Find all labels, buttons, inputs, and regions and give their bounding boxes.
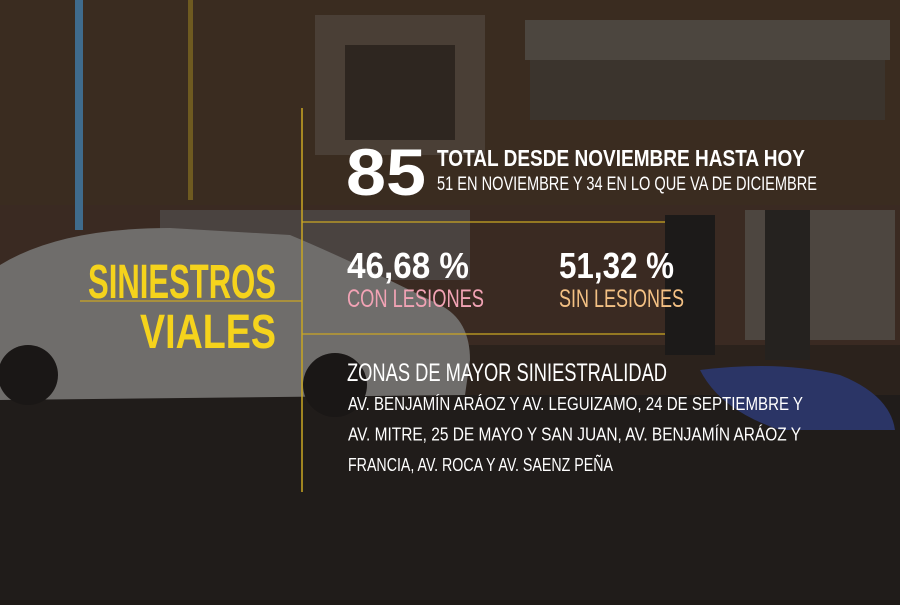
divider-lines (80, 108, 665, 492)
share-value: 51,32 % (559, 245, 674, 286)
zones-heading: ZONAS DE MAYOR SINIESTRALIDAD (347, 359, 667, 387)
title-line: VIALES (140, 306, 276, 359)
share-value: 46,68 % (347, 245, 469, 286)
zones-line: AV. BENJAMÍN ARÁOZ Y AV. LEGUIZAMO, 24 D… (348, 394, 803, 414)
title-line: SINIESTROS (88, 256, 276, 309)
total-detail: 51 EN NOVIEMBRE Y 34 EN LO QUE VA DE DIC… (437, 174, 817, 195)
total-headline: TOTAL DESDE NOVIEMBRE HASTA HOY (437, 145, 805, 171)
zones-text: AV. BENJAMÍN ARÁOZ Y AV. LEGUIZAMO, 24 D… (348, 394, 803, 475)
share-label: CON LESIONES (347, 285, 484, 313)
zones-line: AV. MITRE, 25 DE MAYO Y SAN JUAN, AV. BE… (348, 425, 801, 445)
share-label: SIN LESIONES (559, 285, 684, 313)
zones-line: FRANCIA, AV. ROCA Y AV. SAENZ PEÑA (348, 454, 613, 475)
total-number: 85 (346, 135, 426, 209)
